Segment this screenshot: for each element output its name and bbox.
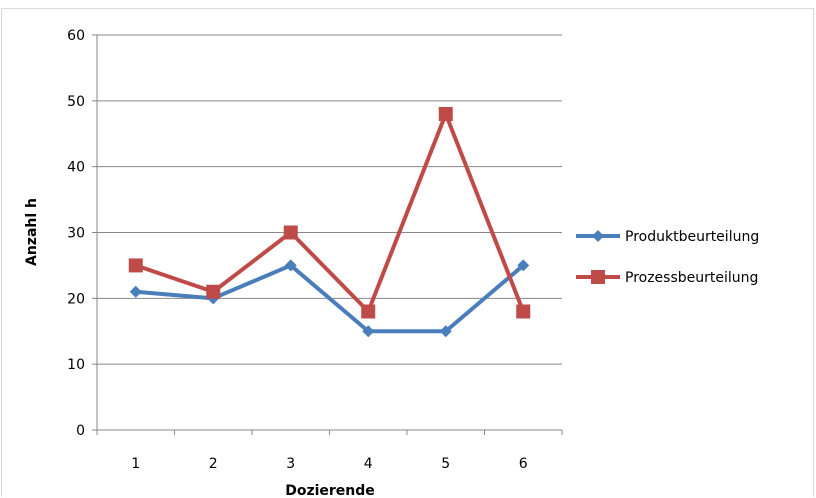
y-tick-label: 40 <box>67 160 85 176</box>
series-prozessbeurteilung <box>128 107 531 319</box>
y-tick-labels: 0 10 20 30 40 50 60 <box>67 28 85 439</box>
y-tick-label: 0 <box>76 423 85 439</box>
x-tick-label: 1 <box>131 456 140 472</box>
legend-diamond-marker <box>592 230 604 242</box>
x-axis-title: Dozierende <box>285 483 375 498</box>
axes <box>92 34 563 435</box>
data-point <box>438 107 453 121</box>
data-point <box>361 304 376 319</box>
data-point <box>362 325 375 338</box>
data-point <box>129 285 142 298</box>
y-tick-label: 30 <box>67 226 85 242</box>
y-tick-label: 60 <box>67 28 85 44</box>
legend-label: Prozessbeurteilung <box>625 270 758 286</box>
data-point <box>517 259 530 272</box>
legend-item: Produktbeurteilung <box>576 229 759 245</box>
x-tick-label: 2 <box>209 456 218 472</box>
legend: Produktbeurteilung Prozessbeurteilung <box>576 229 759 286</box>
legend-item: Prozessbeurteilung <box>576 270 758 286</box>
chart-frame <box>1 8 814 497</box>
y-tick-label: 50 <box>67 94 85 110</box>
y-tick-label: 10 <box>67 357 85 373</box>
gridlines <box>97 34 562 365</box>
x-tick-label: 5 <box>441 456 450 472</box>
data-point <box>284 259 297 272</box>
series-layer <box>128 107 531 338</box>
legend-square-marker <box>591 270 605 284</box>
data-point <box>439 325 452 338</box>
data-point <box>128 258 143 273</box>
data-point <box>516 304 531 319</box>
y-tick-label: 20 <box>67 291 85 307</box>
series-line <box>135 263 525 334</box>
x-tick-label: 6 <box>519 456 528 472</box>
x-tick-label: 4 <box>364 456 373 472</box>
data-point <box>283 225 298 240</box>
legend-label: Produktbeurteilung <box>625 229 759 245</box>
data-point <box>206 284 221 299</box>
y-axis-title: Anzahl h <box>24 198 40 266</box>
x-tick-labels: 1 2 3 4 5 6 <box>131 456 528 472</box>
series-line <box>135 112 526 314</box>
x-tick-label: 3 <box>286 456 295 472</box>
